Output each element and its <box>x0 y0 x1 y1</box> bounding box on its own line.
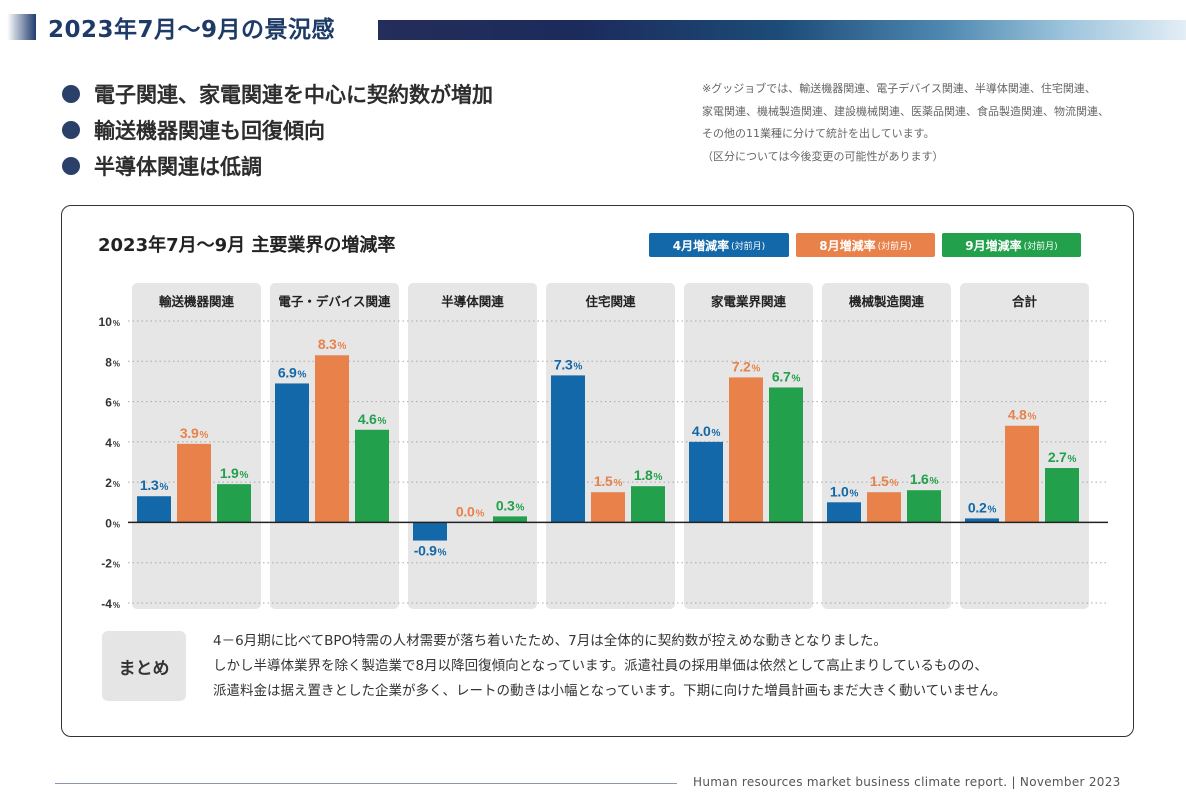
legend-sub: (対前月) <box>731 241 766 252</box>
bar <box>689 441 723 523</box>
bar <box>315 355 349 523</box>
bar <box>769 387 803 523</box>
summary-line: 4－6月期に比べてBPO特需の人材需要が落ち着いたため、7月は全体的に契約数が控… <box>213 633 887 649</box>
bullet-dot-icon <box>62 85 80 103</box>
summary-line: しかし半導体業界を除く製造業で8月以降回復傾向となっています。派遣社員の採用単価… <box>213 658 988 674</box>
bar <box>907 490 941 523</box>
category-label: 機械製造関連 <box>849 294 925 309</box>
category-label: 合計 <box>1012 294 1038 309</box>
category-panel <box>822 283 951 609</box>
bar <box>355 429 389 523</box>
bar <box>551 375 585 523</box>
bar <box>631 486 665 523</box>
key-point: 輸送機器関連も回復傾向 <box>62 112 493 148</box>
bar <box>827 502 861 523</box>
y-tick-label: -2% <box>101 557 120 571</box>
key-point: 電子関連、家電関連を中心に契約数が増加 <box>62 76 493 112</box>
footer-divider <box>55 783 677 784</box>
summary-line: 派遣料金は据え置きとした企業が多く、レートの動きは小幅となっています。下期に向け… <box>213 683 1007 699</box>
key-point-text: 半導体関連は低調 <box>94 155 262 179</box>
bar <box>177 443 211 523</box>
legend-label: 9月増減率 <box>965 238 1022 253</box>
bar <box>1045 468 1079 523</box>
y-tick-label: 2% <box>105 476 120 490</box>
bar <box>275 383 309 523</box>
bar <box>867 492 901 523</box>
summary-text: 4－6月期に比べてBPO特需の人材需要が落ち着いたため、7月は全体的に契約数が控… <box>213 629 1006 704</box>
category-label: 半導体関連 <box>441 294 504 309</box>
header-gradient-bar <box>378 20 1186 40</box>
category-label: 住宅関連 <box>585 294 636 309</box>
chart-panel <box>61 205 1134 737</box>
key-point: 半導体関連は低調 <box>62 148 493 184</box>
chart-title: 2023年7月～9月 主要業界の増減率 <box>98 235 396 256</box>
note-line: （区分については今後変更の可能性があります） <box>702 149 944 163</box>
header-accent-marker <box>0 14 36 40</box>
bar <box>137 496 171 523</box>
key-point-text: 電子関連、家電関連を中心に契約数が増加 <box>94 83 493 107</box>
legend-item-september: 9月増減率 (対前月) <box>942 233 1081 257</box>
note-line: 家電関連、機械製造関連、建設機械関連、医薬品関連、食品製造関連、物流関連、 <box>702 104 1109 118</box>
legend-label: 4月増減率 <box>672 238 730 253</box>
bullet-dot-icon <box>62 157 80 175</box>
bar <box>217 484 251 523</box>
note-line: ※グッジョブでは、輸送機器関連、電子デバイス関連、半導体関連、住宅関連、 <box>702 82 1096 95</box>
classification-note: ※グッジョブでは、輸送機器関連、電子デバイス関連、半導体関連、住宅関連、 家電関… <box>702 78 1109 168</box>
category-panel <box>408 283 537 609</box>
category-panel <box>546 283 675 609</box>
summary-label: まとめ <box>102 631 186 701</box>
note-line: その他の11業種に分けて統計を出しています。 <box>702 127 935 140</box>
legend-sub: (対前月) <box>1023 241 1058 252</box>
y-tick-label: -4% <box>101 597 120 611</box>
bar <box>493 516 527 523</box>
bar <box>1005 425 1039 523</box>
page-title: 2023年7月～9月の景況感 <box>48 17 336 43</box>
bar <box>591 492 625 523</box>
legend-item-august: 8月増減率 (対前月) <box>796 233 935 257</box>
bar <box>965 518 999 523</box>
y-tick-label: 10% <box>99 315 120 329</box>
legend-label: 8月増減率 <box>819 238 876 253</box>
bar <box>413 522 447 541</box>
bullet-dot-icon <box>62 121 80 139</box>
category-label: 輸送機器関連 <box>159 294 235 309</box>
legend-item-april: 4月増減率 (対前月) <box>649 233 789 257</box>
footer-text: Human resources market business climate … <box>693 775 1121 789</box>
bar <box>729 377 763 523</box>
y-tick-label: 6% <box>105 396 120 410</box>
y-tick-label: 0% <box>105 516 120 530</box>
legend-sub: (対前月) <box>877 241 912 252</box>
y-tick-label: 8% <box>105 355 120 369</box>
key-point-text: 輸送機器関連も回復傾向 <box>94 119 325 143</box>
category-label: 電子・デバイス関連 <box>278 294 391 309</box>
key-points-list: 電子関連、家電関連を中心に契約数が増加 輸送機器関連も回復傾向 半導体関連は低調 <box>62 76 493 184</box>
y-tick-label: 4% <box>105 436 120 450</box>
category-label: 家電業界関連 <box>711 294 787 309</box>
